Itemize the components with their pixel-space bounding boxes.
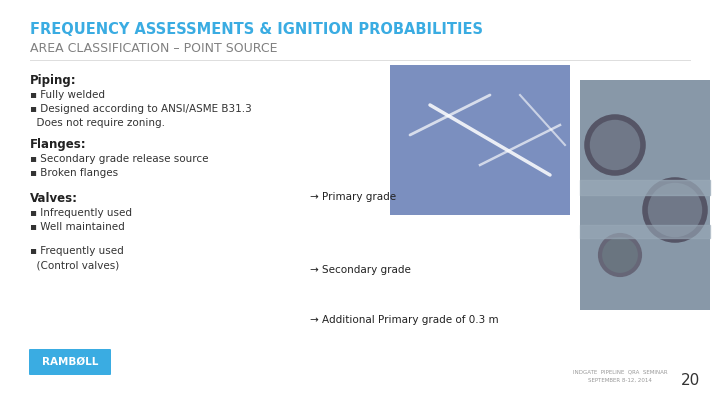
Text: → Secondary grade: → Secondary grade: [310, 265, 411, 275]
Text: AREA CLASSIFICATION – POINT SOURCE: AREA CLASSIFICATION – POINT SOURCE: [30, 42, 277, 55]
Text: Valves:: Valves:: [30, 192, 78, 205]
Circle shape: [645, 180, 705, 240]
FancyBboxPatch shape: [29, 349, 111, 375]
Circle shape: [587, 117, 643, 173]
Text: ▪ Well maintained: ▪ Well maintained: [30, 222, 125, 232]
Text: Piping:: Piping:: [30, 74, 76, 87]
Text: ▪ Frequently used: ▪ Frequently used: [30, 246, 124, 256]
Text: Flanges:: Flanges:: [30, 138, 86, 151]
Text: INDGATE  PIPELINE  QRA  SEMINAR: INDGATE PIPELINE QRA SEMINAR: [572, 370, 667, 375]
Text: RAMBØLL: RAMBØLL: [42, 357, 98, 367]
Text: 20: 20: [680, 373, 700, 388]
Text: ▪ Infrequently used: ▪ Infrequently used: [30, 208, 132, 218]
Text: (Control valves): (Control valves): [30, 260, 120, 270]
Text: → Primary grade: → Primary grade: [310, 192, 396, 202]
Text: ▪ Designed according to ANSI/ASME B31.3: ▪ Designed according to ANSI/ASME B31.3: [30, 104, 252, 114]
Text: SEPTEMBER 8-12, 2014: SEPTEMBER 8-12, 2014: [588, 378, 652, 383]
Text: ▪ Broken flanges: ▪ Broken flanges: [30, 168, 118, 178]
Text: ▪ Secondary grade release source: ▪ Secondary grade release source: [30, 154, 209, 164]
Bar: [580, 80, 710, 310]
Text: Does not require zoning.: Does not require zoning.: [30, 118, 165, 128]
Circle shape: [600, 235, 640, 275]
Text: → Additional Primary grade of 0.3 m: → Additional Primary grade of 0.3 m: [310, 315, 499, 325]
Text: FREQUENCY ASSESSMENTS & IGNITION PROBABILITIES: FREQUENCY ASSESSMENTS & IGNITION PROBABI…: [30, 22, 483, 37]
Text: ▪ Fully welded: ▪ Fully welded: [30, 90, 105, 100]
Bar: [390, 65, 570, 215]
